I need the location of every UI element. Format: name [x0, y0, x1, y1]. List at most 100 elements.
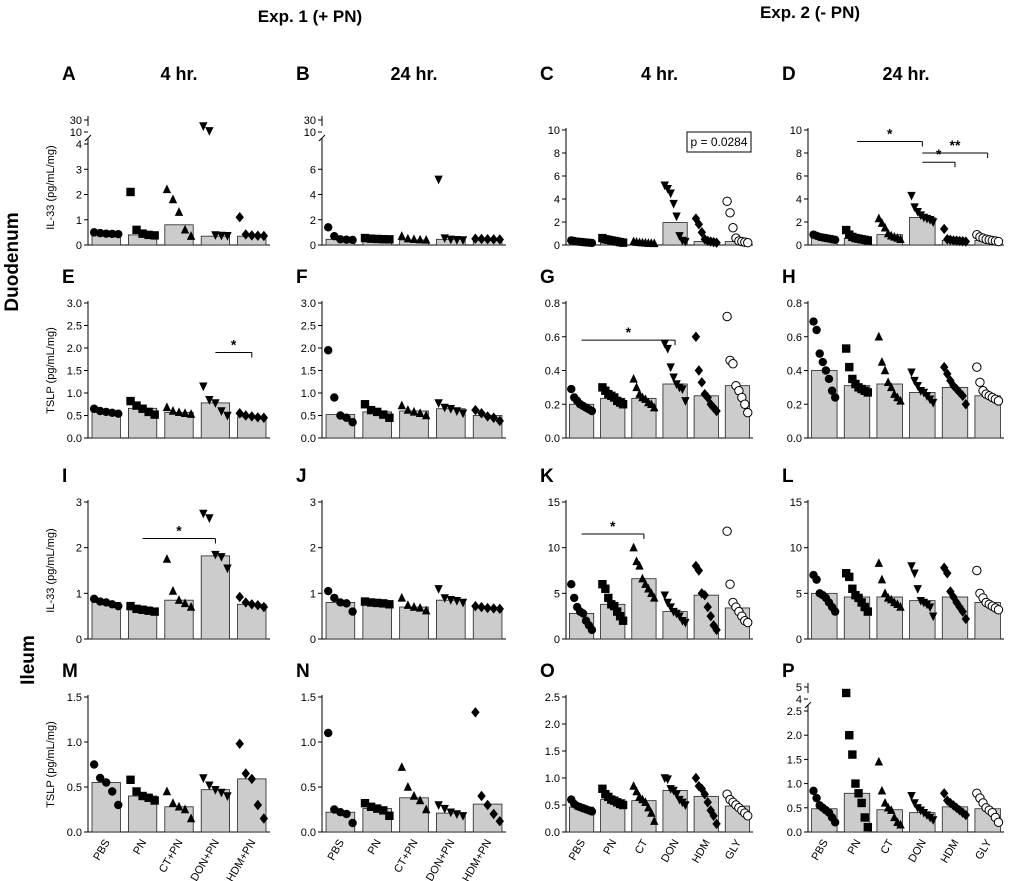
y-tick-label-I: 0: [76, 634, 82, 646]
x-tick-label-P: CT: [879, 837, 897, 856]
point-P-HDM: [939, 788, 949, 799]
point-J-PN: [373, 598, 382, 608]
point-D-CT: [877, 218, 887, 227]
point-B-PBS: [348, 235, 357, 245]
point-J-DON+PN: [434, 585, 443, 594]
point-N-CT+PN: [397, 762, 407, 771]
panel-letter-K: K: [540, 466, 554, 487]
y-tick-label-B: 0: [310, 240, 316, 252]
point-C-DON: [672, 212, 681, 222]
bar-G-HDM: [693, 395, 719, 439]
point-J-HDM+PN: [489, 603, 498, 614]
y-tick-label-K: 10: [548, 543, 560, 555]
point-C-HDM: [712, 237, 721, 248]
y-tick-label-D: 0: [796, 240, 802, 252]
point-F-PBS: [330, 393, 339, 402]
y-tick-label-upper-B: 30: [304, 115, 316, 127]
point-N-HDM+PN: [483, 799, 492, 811]
panel-letter-E: E: [62, 267, 75, 288]
point-C-DON: [681, 237, 690, 247]
point-C-HDM: [694, 219, 704, 230]
point-A-HDM+PN: [241, 229, 250, 240]
point-K-CT: [638, 573, 647, 583]
y-tick-label-O: 1.5: [545, 746, 560, 758]
point-C-DON: [675, 232, 684, 241]
point-G-DON: [666, 363, 675, 373]
point-O-DON: [672, 790, 681, 800]
panel-letter-D: D: [782, 64, 796, 85]
point-J-CT+PN: [409, 602, 419, 611]
y-tick-label-F: 0.5: [301, 411, 316, 423]
panel-letter-N: N: [296, 661, 310, 682]
y-tick-label-G: 0.2: [545, 399, 560, 411]
y-tick-label-N: 1.5: [301, 692, 316, 704]
point-E-DON+PN: [217, 407, 226, 416]
point-H-GLY: [972, 362, 982, 372]
sig-label-D: **: [950, 137, 961, 153]
x-tick-label-N: PBS: [326, 838, 347, 863]
point-G-GLY: [728, 359, 738, 369]
point-F-HDM+PN: [495, 415, 504, 427]
x-tick-label-O: CT: [633, 837, 651, 856]
point-H-PBS: [821, 366, 831, 375]
panel-P: P45 0.0 0.5 1.0 1.5 2.0 2.5 PBS PN CT DON HDM GLY: [782, 661, 1004, 865]
point-F-HDM+PN: [477, 408, 486, 419]
point-L-PN: [860, 602, 869, 612]
point-P-CT: [896, 819, 905, 829]
sig-label-D: *: [936, 146, 942, 162]
point-G-CT: [632, 382, 641, 392]
y-tick-label-P: 2.5: [787, 706, 802, 718]
point-M-PN: [150, 796, 159, 805]
point-I-PN: [132, 604, 141, 614]
point-O-PN: [598, 784, 607, 793]
point-F-DON+PN: [434, 399, 443, 408]
sig-label-D: *: [887, 126, 893, 142]
point-F-DON+PN: [452, 407, 462, 416]
point-E-HDM+PN: [235, 408, 244, 419]
panel-letter-F: F: [296, 267, 308, 288]
point-O-PBS: [587, 807, 597, 816]
point-C-DON: [666, 189, 675, 199]
point-H-GLY: [993, 396, 1004, 406]
y-tick-label-C: 6: [554, 171, 560, 183]
point-M-HDM+PN: [247, 773, 256, 785]
y-tick-label-E: 3.0: [67, 298, 82, 310]
y-tick-label-M: 1.0: [67, 737, 82, 749]
point-O-CT: [641, 797, 650, 806]
point-D-GLY: [993, 236, 1004, 247]
point-I-CT+PN: [162, 554, 172, 563]
x-tick-label-M: CT+PN: [157, 837, 186, 875]
point-E-DON+PN: [199, 382, 208, 392]
point-G-GLY: [743, 407, 753, 418]
point-E-HDM+PN: [241, 410, 250, 421]
point-E-HDM+PN: [247, 411, 256, 422]
point-D-CT: [896, 234, 905, 243]
point-J-HDM+PN: [471, 600, 480, 612]
point-L-PBS: [812, 575, 821, 584]
y-axis-label-M: TSLP (pg/mL/mg): [45, 721, 57, 808]
point-L-PN: [845, 572, 854, 582]
point-A-CT+PN: [180, 224, 190, 234]
point-E-PN: [150, 410, 159, 419]
y-tick-label-O: 2.5: [545, 692, 560, 704]
point-D-HDM: [961, 236, 971, 247]
point-L-PN: [848, 584, 857, 593]
annotation-text-C: p = 0.0284: [690, 135, 747, 149]
point-M-DON+PN: [223, 792, 232, 801]
point-B-CT+PN: [397, 231, 407, 240]
y-tick-label-C: 10: [548, 125, 560, 137]
point-P-CT: [887, 805, 896, 814]
point-L-DON: [910, 569, 919, 579]
point-G-DON: [669, 373, 678, 383]
point-E-PBS: [114, 409, 123, 418]
tissue-label-ileum: Ileum: [18, 635, 39, 685]
y-tick-label-P: 0.5: [787, 803, 802, 815]
point-D-PBS: [830, 235, 840, 245]
point-K-HDM: [703, 601, 712, 613]
point-L-DON: [913, 585, 922, 594]
point-E-CT+PN: [168, 406, 178, 415]
panel-M: M 0.0 0.5 1.0 1.5 TSLP (pg/mL/mg) PBS PN CT+PN DO…: [45, 661, 270, 881]
panel-letter-O: O: [540, 661, 555, 682]
point-I-DON+PN: [217, 553, 226, 562]
